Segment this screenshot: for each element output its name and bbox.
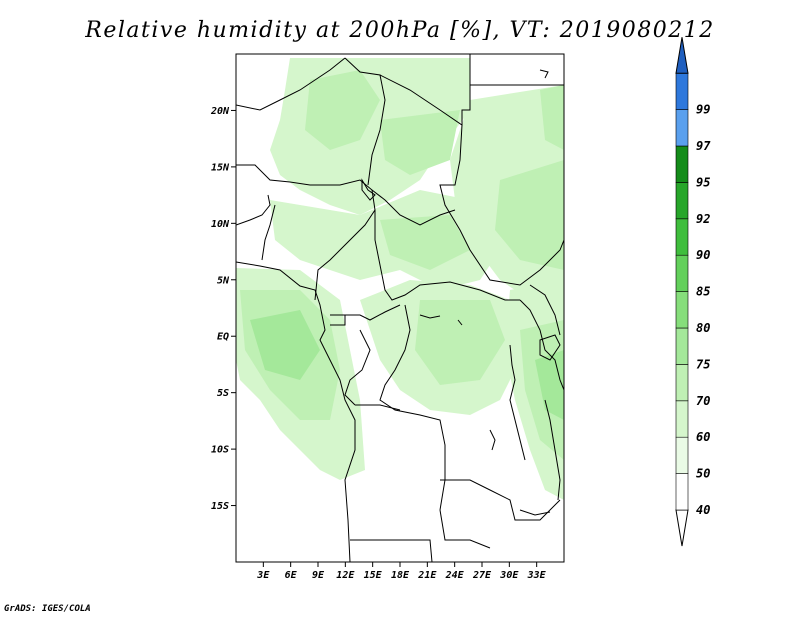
x-tick-label: 18E — [391, 570, 410, 581]
border-line — [261, 204, 276, 261]
humidity-patch — [380, 110, 460, 175]
border-line — [344, 329, 371, 406]
colorbar-label: 80 — [696, 321, 710, 335]
colorbar-swatch — [675, 109, 689, 147]
border-line — [344, 57, 386, 186]
colorbar-label: 60 — [696, 430, 710, 444]
y-tick-label: 5N — [217, 275, 230, 286]
colorbar-label: 50 — [696, 467, 710, 481]
colorbar-swatch — [675, 218, 689, 256]
colorbar-label: 97 — [696, 139, 711, 153]
colorbar-label: 99 — [696, 103, 710, 117]
y-tick-label: 10S — [211, 445, 229, 456]
coastline — [236, 261, 356, 562]
border-line — [439, 509, 491, 549]
border-line — [529, 284, 561, 336]
colorbar-swatch — [675, 400, 689, 438]
border-line — [350, 539, 433, 562]
colorbar-swatch — [675, 145, 689, 183]
colorbar-label: 90 — [696, 248, 710, 262]
colorbar-swatch — [675, 364, 689, 402]
colorbar-bottom-arrow — [675, 509, 689, 547]
colorbar-label: 85 — [696, 285, 710, 299]
x-tick-label: 12E — [336, 570, 355, 581]
lake-outline — [457, 319, 463, 326]
x-tick-label: 9E — [312, 570, 325, 581]
x-tick-label: 33E — [527, 570, 547, 581]
border-line — [236, 164, 376, 301]
border-line — [236, 194, 271, 226]
lake-chad — [361, 178, 376, 201]
lake-outline — [419, 314, 441, 319]
border-line — [374, 210, 520, 301]
border-line — [539, 69, 549, 79]
y-tick-label: 20N — [210, 106, 230, 117]
colorbar-label: 95 — [696, 175, 710, 189]
colorbar-swatch — [675, 72, 689, 110]
colorbar-label: 92 — [696, 212, 710, 226]
border-line — [519, 299, 564, 391]
humidity-patch — [305, 70, 380, 150]
border-line — [330, 315, 346, 326]
colorbar-swatch — [675, 436, 689, 474]
colorbar-swatch — [675, 182, 689, 220]
colorbar-swatch — [675, 327, 689, 365]
x-tick-label: 3E — [256, 570, 270, 581]
colorbar-label: 70 — [696, 394, 710, 408]
x-tick-label: 27E — [472, 570, 492, 581]
x-tick-label: 24E — [445, 570, 465, 581]
border-line — [379, 304, 446, 511]
colorbar: 40 50 60 70 75 80 85 90 92 95 97 99 — [675, 37, 711, 547]
humidity-patch — [540, 85, 564, 150]
credit-text: GrADS: IGES/COLA — [4, 604, 91, 614]
y-tick-label: 15N — [211, 162, 230, 173]
border-line — [330, 304, 401, 321]
border-line — [355, 404, 401, 411]
x-tick-label: 6E — [285, 570, 298, 581]
border-line — [371, 189, 456, 226]
colorbar-label: 75 — [696, 357, 710, 371]
y-tick-label: EQ — [217, 332, 229, 343]
humidity-patch — [380, 215, 470, 270]
border-line — [439, 124, 564, 286]
lake-victoria — [539, 334, 561, 361]
humidity-patch — [250, 310, 320, 380]
colorbar-swatch — [675, 473, 689, 511]
humidity-patch — [495, 160, 564, 270]
colorbar-swatch — [675, 291, 689, 329]
lake-tanganyika — [509, 344, 526, 461]
colorbar-label: 40 — [696, 503, 710, 517]
lake-outline — [489, 429, 496, 451]
y-axis: 20N 15N 10N 5N EQ 5S 10S 15S — [210, 106, 236, 512]
country-borders — [236, 54, 564, 562]
humidity-patch — [415, 300, 505, 385]
x-axis: 3E 6E 9E 12E 15E 18E 21E 24E 27E 30E 33E — [256, 562, 547, 581]
humidity-patch — [270, 190, 500, 290]
humidity-shading — [236, 58, 564, 500]
y-tick-label: 10N — [211, 219, 230, 230]
x-tick-label: 30E — [499, 570, 519, 581]
border-line — [440, 479, 561, 521]
colorbar-swatch — [675, 254, 689, 292]
figure-title: Relative humidity at 200hPa [%], VT: 201… — [85, 18, 715, 43]
colorbar-top-arrow — [675, 37, 689, 74]
x-tick-label: 21E — [417, 570, 437, 581]
border-line — [519, 509, 551, 516]
border-line — [236, 57, 346, 111]
x-tick-label: 15E — [364, 570, 383, 581]
y-tick-label: 5S — [217, 388, 229, 399]
lake-malawi — [544, 399, 561, 501]
y-tick-label: 15S — [211, 501, 229, 512]
